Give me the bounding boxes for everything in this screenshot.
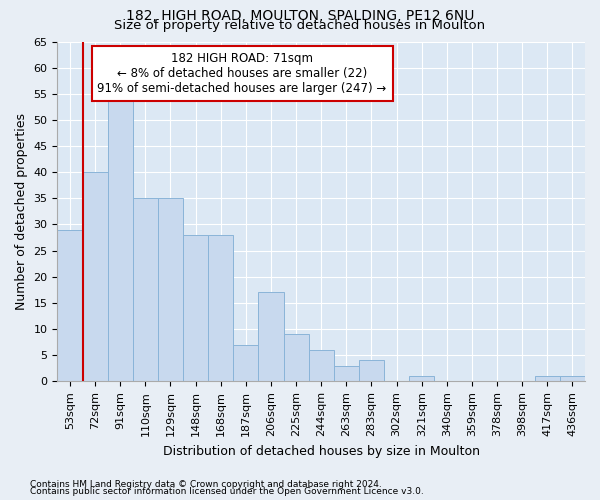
X-axis label: Distribution of detached houses by size in Moulton: Distribution of detached houses by size … [163, 444, 480, 458]
Bar [133, 198, 158, 382]
Text: 182, HIGH ROAD, MOULTON, SPALDING, PE12 6NU: 182, HIGH ROAD, MOULTON, SPALDING, PE12 … [126, 9, 474, 23]
Bar [83, 172, 107, 382]
Text: Size of property relative to detached houses in Moulton: Size of property relative to detached ho… [115, 18, 485, 32]
Bar [58, 230, 83, 382]
Text: Contains public sector information licensed under the Open Government Licence v3: Contains public sector information licen… [30, 487, 424, 496]
Y-axis label: Number of detached properties: Number of detached properties [15, 113, 28, 310]
Bar [308, 350, 334, 382]
Bar [359, 360, 384, 382]
Bar [208, 235, 233, 382]
Bar [535, 376, 560, 382]
Bar [409, 376, 434, 382]
Bar [560, 376, 585, 382]
Bar [233, 344, 259, 382]
Bar [107, 99, 133, 382]
Text: Contains HM Land Registry data © Crown copyright and database right 2024.: Contains HM Land Registry data © Crown c… [30, 480, 382, 489]
Bar [259, 292, 284, 382]
Text: 182 HIGH ROAD: 71sqm
← 8% of detached houses are smaller (22)
91% of semi-detach: 182 HIGH ROAD: 71sqm ← 8% of detached ho… [97, 52, 386, 94]
Bar [183, 235, 208, 382]
Bar [334, 366, 359, 382]
Bar [158, 198, 183, 382]
Bar [284, 334, 308, 382]
